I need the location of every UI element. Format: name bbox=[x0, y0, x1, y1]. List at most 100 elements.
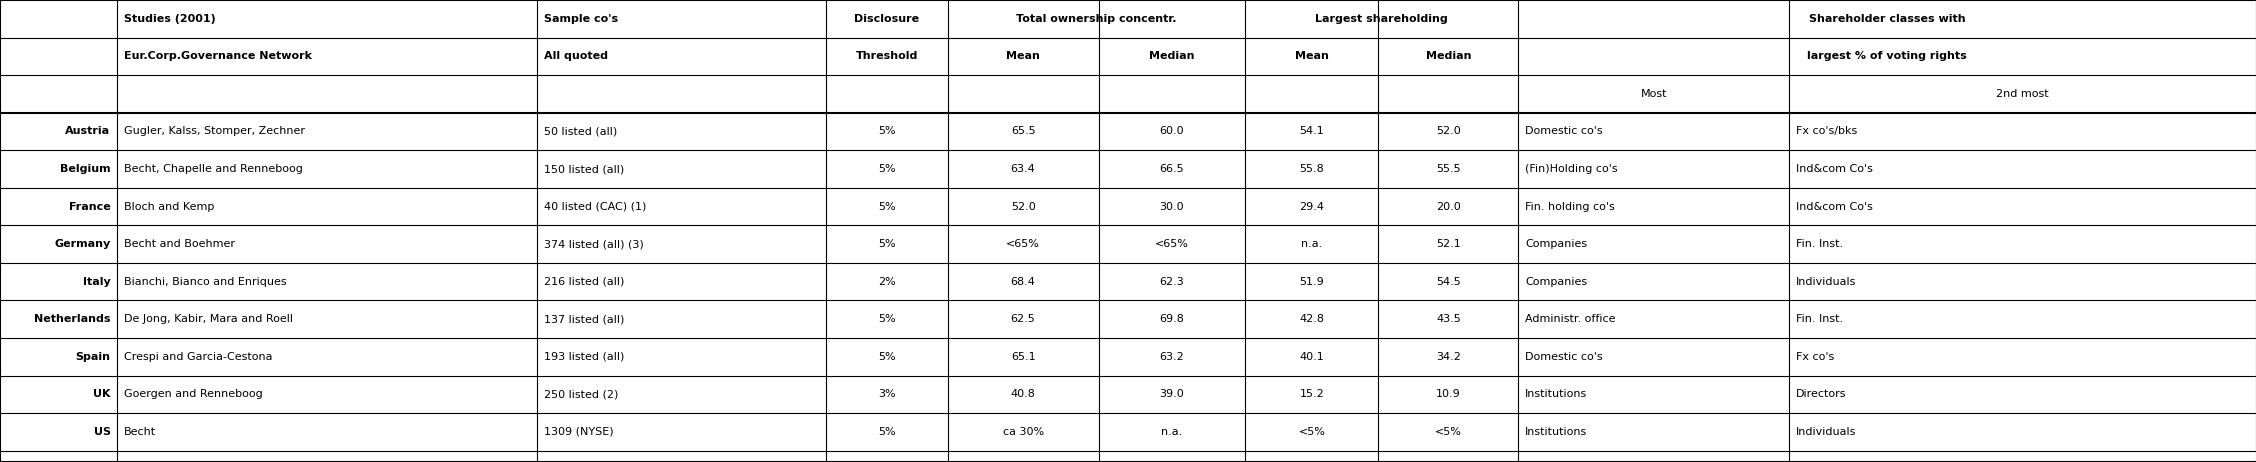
Text: 66.5: 66.5 bbox=[1160, 164, 1184, 174]
Text: 2%: 2% bbox=[878, 277, 896, 287]
Text: 150 listed (all): 150 listed (all) bbox=[544, 164, 625, 174]
Text: US: US bbox=[92, 427, 111, 437]
Text: 63.2: 63.2 bbox=[1160, 352, 1184, 362]
Text: Bloch and Kemp: Bloch and Kemp bbox=[124, 201, 214, 212]
Text: Median: Median bbox=[1148, 51, 1196, 61]
Text: Individuals: Individuals bbox=[1796, 277, 1857, 287]
Text: Crespi and Garcia-Cestona: Crespi and Garcia-Cestona bbox=[124, 352, 273, 362]
Text: 15.2: 15.2 bbox=[1299, 389, 1324, 399]
Text: 2nd most: 2nd most bbox=[1997, 89, 2048, 99]
Text: 137 listed (all): 137 listed (all) bbox=[544, 314, 625, 324]
Text: Goergen and Renneboog: Goergen and Renneboog bbox=[124, 389, 264, 399]
Text: Shareholder classes with: Shareholder classes with bbox=[1809, 14, 1965, 24]
Text: Largest shareholding: Largest shareholding bbox=[1315, 14, 1448, 24]
Text: Gugler, Kalss, Stomper, Zechner: Gugler, Kalss, Stomper, Zechner bbox=[124, 127, 305, 136]
Text: Fin. holding co's: Fin. holding co's bbox=[1525, 201, 1615, 212]
Text: 29.4: 29.4 bbox=[1299, 201, 1324, 212]
Text: n.a.: n.a. bbox=[1162, 427, 1182, 437]
Text: 374 listed (all) (3): 374 listed (all) (3) bbox=[544, 239, 643, 249]
Text: Germany: Germany bbox=[54, 239, 111, 249]
Text: Individuals: Individuals bbox=[1796, 427, 1857, 437]
Text: Ind&com Co's: Ind&com Co's bbox=[1796, 201, 1872, 212]
Text: 5%: 5% bbox=[878, 314, 896, 324]
Text: Bianchi, Bianco and Enriques: Bianchi, Bianco and Enriques bbox=[124, 277, 287, 287]
Text: Companies: Companies bbox=[1525, 239, 1588, 249]
Text: n.a.: n.a. bbox=[1302, 239, 1322, 249]
Text: Spain: Spain bbox=[74, 352, 111, 362]
Text: 39.0: 39.0 bbox=[1160, 389, 1184, 399]
Text: <65%: <65% bbox=[1006, 239, 1040, 249]
Text: Fx co's/bks: Fx co's/bks bbox=[1796, 127, 1857, 136]
Text: 63.4: 63.4 bbox=[1011, 164, 1036, 174]
Text: 1309 (NYSE): 1309 (NYSE) bbox=[544, 427, 614, 437]
Text: UK: UK bbox=[92, 389, 111, 399]
Text: 5%: 5% bbox=[878, 427, 896, 437]
Text: 3%: 3% bbox=[878, 389, 896, 399]
Text: All quoted: All quoted bbox=[544, 51, 607, 61]
Text: 42.8: 42.8 bbox=[1299, 314, 1324, 324]
Text: 40 listed (CAC) (1): 40 listed (CAC) (1) bbox=[544, 201, 645, 212]
Text: 5%: 5% bbox=[878, 164, 896, 174]
Text: 5%: 5% bbox=[878, 239, 896, 249]
Text: France: France bbox=[68, 201, 111, 212]
Text: Institutions: Institutions bbox=[1525, 427, 1588, 437]
Text: 52.1: 52.1 bbox=[1437, 239, 1460, 249]
Text: 20.0: 20.0 bbox=[1437, 201, 1460, 212]
Text: Companies: Companies bbox=[1525, 277, 1588, 287]
Text: Studies (2001): Studies (2001) bbox=[124, 14, 217, 24]
Text: Disclosure: Disclosure bbox=[855, 14, 918, 24]
Text: Threshold: Threshold bbox=[855, 51, 918, 61]
Text: Ind&com Co's: Ind&com Co's bbox=[1796, 164, 1872, 174]
Text: 55.5: 55.5 bbox=[1437, 164, 1460, 174]
Text: 69.8: 69.8 bbox=[1160, 314, 1184, 324]
Text: 55.8: 55.8 bbox=[1299, 164, 1324, 174]
Text: Belgium: Belgium bbox=[61, 164, 111, 174]
Text: Eur.Corp.Governance Network: Eur.Corp.Governance Network bbox=[124, 51, 311, 61]
Text: <65%: <65% bbox=[1155, 239, 1189, 249]
Text: Becht, Chapelle and Renneboog: Becht, Chapelle and Renneboog bbox=[124, 164, 302, 174]
Text: 250 listed (2): 250 listed (2) bbox=[544, 389, 618, 399]
Text: Median: Median bbox=[1426, 51, 1471, 61]
Text: ca 30%: ca 30% bbox=[1002, 427, 1045, 437]
Text: 5%: 5% bbox=[878, 201, 896, 212]
Text: Netherlands: Netherlands bbox=[34, 314, 111, 324]
Text: 54.1: 54.1 bbox=[1299, 127, 1324, 136]
Text: Italy: Italy bbox=[83, 277, 111, 287]
Text: Total ownership concentr.: Total ownership concentr. bbox=[1015, 14, 1178, 24]
Text: 68.4: 68.4 bbox=[1011, 277, 1036, 287]
Text: Domestic co's: Domestic co's bbox=[1525, 127, 1602, 136]
Text: 62.3: 62.3 bbox=[1160, 277, 1184, 287]
Text: 65.1: 65.1 bbox=[1011, 352, 1036, 362]
Text: Most: Most bbox=[1640, 89, 1667, 99]
Text: 43.5: 43.5 bbox=[1437, 314, 1460, 324]
Text: (Fin)Holding co's: (Fin)Holding co's bbox=[1525, 164, 1618, 174]
Text: Becht: Becht bbox=[124, 427, 156, 437]
Text: Mean: Mean bbox=[1006, 51, 1040, 61]
Text: 60.0: 60.0 bbox=[1160, 127, 1184, 136]
Text: 50 listed (all): 50 listed (all) bbox=[544, 127, 616, 136]
Text: De Jong, Kabir, Mara and Roell: De Jong, Kabir, Mara and Roell bbox=[124, 314, 293, 324]
Text: Fin. Inst.: Fin. Inst. bbox=[1796, 239, 1843, 249]
Text: 5%: 5% bbox=[878, 127, 896, 136]
Text: Mean: Mean bbox=[1295, 51, 1329, 61]
Text: 193 listed (all): 193 listed (all) bbox=[544, 352, 625, 362]
Text: 52.0: 52.0 bbox=[1437, 127, 1460, 136]
Text: 216 listed (all): 216 listed (all) bbox=[544, 277, 625, 287]
Text: 62.5: 62.5 bbox=[1011, 314, 1036, 324]
Text: 51.9: 51.9 bbox=[1299, 277, 1324, 287]
Text: Domestic co's: Domestic co's bbox=[1525, 352, 1602, 362]
Text: 5%: 5% bbox=[878, 352, 896, 362]
Text: Sample co's: Sample co's bbox=[544, 14, 618, 24]
Text: 40.1: 40.1 bbox=[1299, 352, 1324, 362]
Text: Becht and Boehmer: Becht and Boehmer bbox=[124, 239, 235, 249]
Text: Institutions: Institutions bbox=[1525, 389, 1588, 399]
Text: 10.9: 10.9 bbox=[1437, 389, 1460, 399]
Text: <5%: <5% bbox=[1299, 427, 1324, 437]
Text: 34.2: 34.2 bbox=[1435, 352, 1462, 362]
Text: Austria: Austria bbox=[65, 127, 111, 136]
Text: 30.0: 30.0 bbox=[1160, 201, 1184, 212]
Text: Fx co's: Fx co's bbox=[1796, 352, 1834, 362]
Text: 40.8: 40.8 bbox=[1011, 389, 1036, 399]
Text: 65.5: 65.5 bbox=[1011, 127, 1036, 136]
Text: Directors: Directors bbox=[1796, 389, 1845, 399]
